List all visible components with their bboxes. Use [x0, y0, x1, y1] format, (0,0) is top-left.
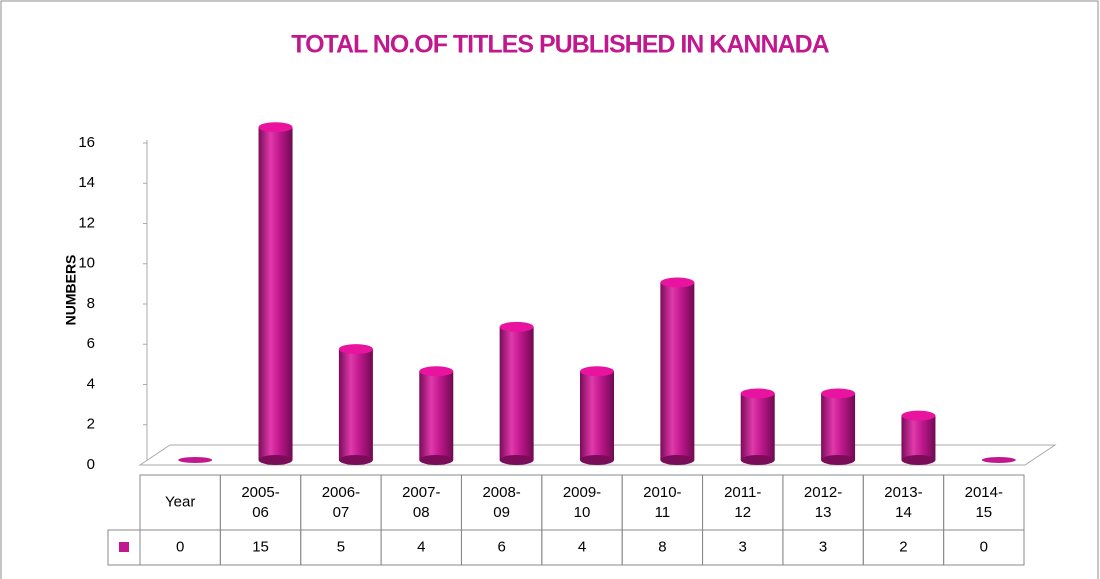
y-tick-label: 8: [87, 295, 95, 312]
bar-base: [499, 455, 534, 465]
bar: [499, 326, 534, 460]
bar: [821, 393, 856, 460]
y-axis-label: NUMBERS: [63, 255, 79, 326]
bar-base: [580, 455, 614, 465]
table-cell: [943, 529, 1025, 566]
bar: [740, 393, 775, 460]
bar-top: [258, 122, 293, 133]
bar-base: [419, 455, 454, 465]
bar-base: [660, 455, 695, 465]
y-tick-label: 16: [78, 134, 95, 151]
data-label: 4: [417, 538, 425, 555]
bar-base: [821, 455, 856, 465]
bar-top: [580, 366, 614, 377]
bar: [338, 349, 373, 460]
y-tick-label: 6: [87, 335, 95, 352]
bar-top: [660, 277, 695, 288]
data-label: 5: [337, 538, 345, 555]
bar: [419, 371, 454, 460]
legend-key: [119, 542, 129, 552]
x-tick-label: 2009-10: [563, 484, 601, 521]
bar-top: [338, 344, 373, 355]
data-label: 0: [980, 538, 988, 555]
x-tick-label: 2012-13: [804, 484, 842, 521]
chart-title: TOTAL NO.OF TITLES PUBLISHED IN KANNADA: [291, 31, 829, 59]
x-tick-label: 2010-11: [643, 484, 681, 521]
bar: [901, 415, 936, 460]
x-tick-label: 2014-15: [965, 484, 1003, 521]
x-tick-label: 2013-14: [884, 484, 922, 521]
data-label: 15: [252, 538, 269, 555]
data-label: 8: [658, 538, 666, 555]
y-tick-label: 4: [87, 375, 95, 392]
bar-base: [258, 455, 293, 465]
data-label: 2: [899, 538, 907, 555]
x-tick-label: 2005-06: [241, 484, 279, 521]
bar-top: [419, 366, 454, 377]
data-label: 3: [819, 538, 827, 555]
data-label: 6: [497, 538, 505, 555]
data-label: 4: [578, 538, 586, 555]
y-tick-label: 2: [87, 416, 95, 433]
x-tick-label: 2007-08: [402, 484, 440, 521]
y-tick-label: 10: [78, 255, 95, 272]
y-tick-label: 14: [78, 174, 95, 191]
bar: [178, 457, 213, 463]
x-tick-label: 2006-07: [322, 484, 360, 521]
bar-top: [901, 410, 936, 421]
bar-base: [740, 455, 775, 465]
bar-top: [499, 321, 534, 332]
bar: [258, 127, 293, 460]
data-label: 0: [176, 538, 184, 555]
bar-top: [821, 388, 856, 399]
bar: [580, 371, 614, 460]
x-tick-label: 2008-09: [482, 484, 520, 521]
bar: [660, 282, 695, 460]
bar-base: [338, 455, 373, 465]
y-tick-label: 12: [78, 214, 95, 231]
data-label: 3: [739, 538, 747, 555]
y-tick-label: 0: [87, 456, 95, 473]
bar-top: [740, 388, 775, 399]
bar-base: [901, 455, 936, 465]
bar: [981, 457, 1016, 463]
x-tick-label: Year: [165, 493, 195, 510]
x-tick-label: 2011-12: [724, 484, 761, 521]
